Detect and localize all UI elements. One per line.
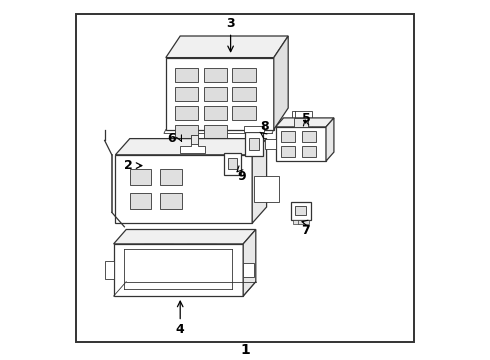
Polygon shape [295,206,306,215]
Text: 6: 6 [167,132,175,145]
Text: 8: 8 [260,120,269,133]
Polygon shape [303,220,309,224]
Polygon shape [228,158,237,169]
Polygon shape [252,139,267,223]
Polygon shape [204,68,227,82]
Polygon shape [243,230,256,296]
Text: 7: 7 [301,224,310,237]
Text: 4: 4 [176,323,185,336]
Polygon shape [166,58,274,130]
Polygon shape [104,261,114,279]
Polygon shape [249,138,259,150]
Text: 5: 5 [302,112,311,125]
Polygon shape [130,169,151,185]
Polygon shape [175,106,198,120]
Polygon shape [275,127,326,161]
Polygon shape [232,106,256,120]
Polygon shape [180,135,205,153]
Polygon shape [293,220,298,224]
Polygon shape [187,234,216,243]
Polygon shape [292,111,312,127]
Polygon shape [281,146,295,157]
Polygon shape [175,68,198,82]
Polygon shape [244,126,264,132]
Polygon shape [114,230,256,244]
Polygon shape [254,176,279,202]
Text: 3: 3 [226,17,235,30]
Polygon shape [274,36,288,130]
Polygon shape [294,118,308,127]
Polygon shape [326,118,334,161]
Polygon shape [281,131,295,141]
Polygon shape [166,36,288,58]
Polygon shape [160,193,182,209]
Polygon shape [291,202,311,220]
Polygon shape [149,235,168,242]
Polygon shape [160,169,182,185]
Polygon shape [232,87,256,101]
Polygon shape [144,234,173,243]
Polygon shape [191,135,198,144]
Polygon shape [193,235,211,242]
Polygon shape [302,146,316,157]
Polygon shape [224,153,241,175]
Polygon shape [298,220,304,224]
Polygon shape [204,87,227,101]
Polygon shape [114,244,243,296]
Polygon shape [275,118,334,127]
Polygon shape [130,193,151,209]
Polygon shape [116,155,252,223]
Text: 9: 9 [237,170,245,183]
Polygon shape [175,87,198,101]
Polygon shape [302,131,316,141]
Polygon shape [175,125,198,138]
Text: 1: 1 [240,343,250,357]
Polygon shape [204,125,227,138]
Polygon shape [204,106,227,120]
Polygon shape [232,68,256,82]
Text: 2: 2 [123,159,132,172]
Polygon shape [265,139,275,149]
Polygon shape [245,132,263,156]
Polygon shape [116,139,267,155]
Polygon shape [243,263,254,277]
